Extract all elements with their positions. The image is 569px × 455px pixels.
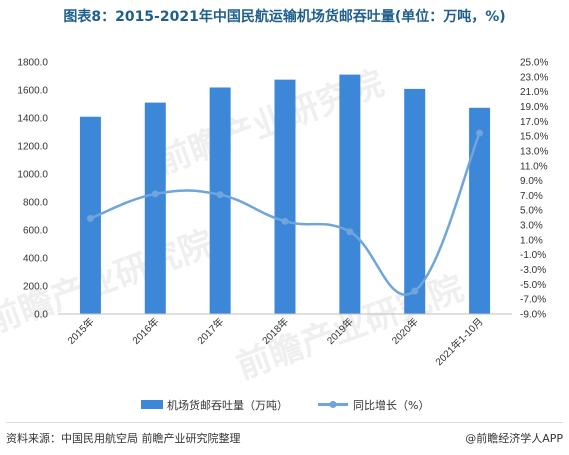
left-tick-label: 1400.0 [17,114,48,125]
bar [339,74,361,314]
right-tick-label: -9.0% [520,310,546,321]
right-tick-label: -3.0% [520,265,546,276]
x-axis-labels: 2015年 2016年 2017年 2018年 2019年 2020年 2021年1-10月 [65,315,486,368]
bar [274,79,296,314]
right-tick-label: 5.0% [520,206,543,217]
right-tick-label: -7.0% [520,295,546,306]
right-tick-label: -5.0% [520,280,546,291]
right-axis: -9.0% -7.0% -5.0% -3.0% -1.0% 1.0% 3.0% 5.0% 7.0… [520,58,548,321]
line-series [86,129,484,296]
growth-point [216,191,224,199]
x-tick-label: 2018年 [259,315,291,347]
legend-line-label: 同比增长（%） [353,398,429,412]
growth-point [411,287,419,295]
right-tick-label: 25.0% [520,58,548,69]
right-tick-label: 23.0% [520,72,548,83]
right-tick-label: 17.0% [520,117,548,128]
x-tick-label: 2015年 [65,315,97,347]
legend-bar-label: 机场货邮吞吐量（万吨） [167,398,288,412]
growth-point [86,214,94,222]
left-tick-label: 600.0 [23,226,48,237]
right-tick-label: 9.0% [520,176,543,187]
left-tick-label: 1800.0 [17,58,48,69]
bar [209,87,231,314]
right-tick-label: 11.0% [520,161,548,172]
x-tick-label: 2019年 [324,315,356,347]
right-tick-label: 15.0% [520,132,548,143]
right-tick-label: 21.0% [520,87,548,98]
left-tick-label: 1600.0 [17,86,48,97]
left-axis: 0.0 200.0 400.0 600.0 800.0 1000.0 1200.0 1400.… [17,58,48,321]
x-tick-label: 2016年 [129,315,161,347]
x-tick-label: 2017年 [194,315,226,347]
brand-label: @前瞻经济学人APP [465,432,563,445]
left-tick-label: 800.0 [23,198,48,209]
x-tick-label: 2020年 [389,315,421,347]
growth-point [151,190,159,198]
right-tick-label: 7.0% [520,191,543,202]
bar-series [79,74,491,315]
right-tick-label: 19.0% [520,102,548,113]
growth-point [281,217,289,225]
legend: 机场货邮吞吐量（万吨） 同比增长（%） [141,398,429,412]
legend-bar-swatch [141,400,163,409]
growth-point [476,129,484,137]
bar [144,102,166,314]
bar [404,88,426,314]
right-tick-label: -1.0% [520,250,546,261]
x-tick-label: 2021年1-10月 [432,315,485,368]
growth-point [346,228,354,236]
left-tick-label: 1200.0 [17,142,48,153]
left-tick-label: 400.0 [23,254,48,265]
right-tick-label: 3.0% [520,221,543,232]
legend-line-marker [329,401,337,408]
right-tick-label: 13.0% [520,146,548,157]
left-tick-label: 0.0 [34,310,48,321]
footer-divider [6,422,563,423]
left-tick-label: 1000.0 [17,170,48,181]
right-tick-label: 1.0% [520,235,543,246]
bar [469,107,491,314]
left-tick-label: 200.0 [23,282,48,293]
chart-title: 图表8：2015-2021年中国民航运输机场货邮吞吐量(单位：万吨，%) [63,9,506,25]
source-note: 资料来源：中国民用航空局 前瞻产业研究院整理 [6,432,241,445]
